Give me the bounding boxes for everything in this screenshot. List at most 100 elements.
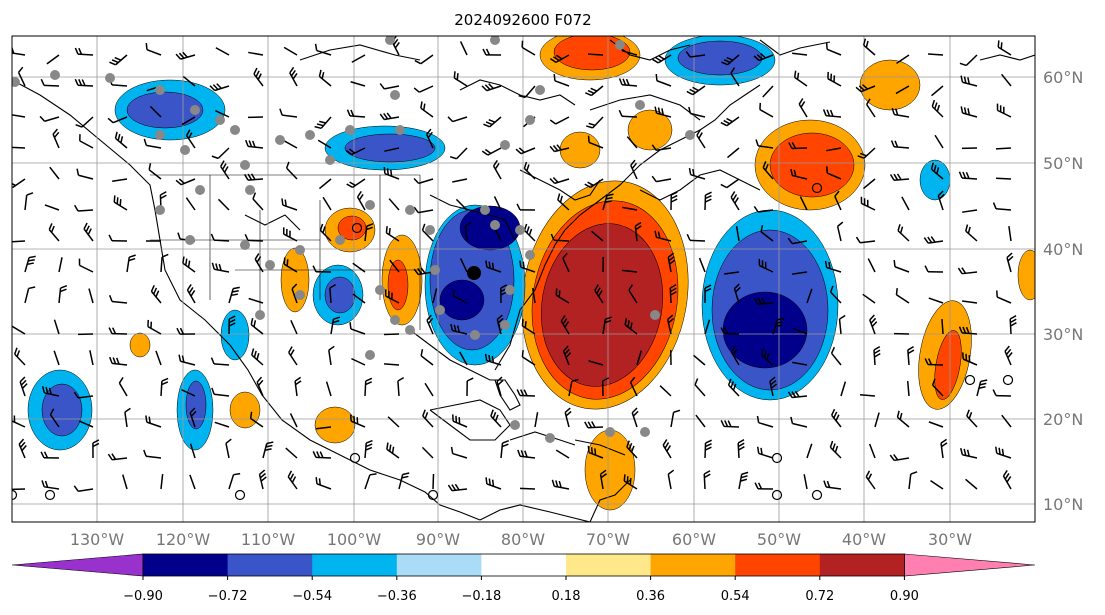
- wind-barb: [413, 85, 434, 93]
- lon-label: 100°W: [327, 530, 382, 549]
- wind-barb: [13, 347, 26, 366]
- wind-barb: [328, 345, 335, 366]
- wind-barb: [521, 319, 536, 335]
- wind-barb: [960, 448, 978, 459]
- wind-barb: [652, 54, 672, 64]
- wind-barb: [12, 413, 26, 428]
- wind-barb: [704, 191, 712, 211]
- wind-barb: [178, 354, 196, 366]
- station-dot: [500, 140, 510, 150]
- wind-barb: [484, 353, 502, 366]
- wind-barb: [421, 446, 434, 459]
- wind-barb: [555, 288, 570, 304]
- wind-barb: [721, 54, 740, 66]
- wind-barb: [413, 177, 434, 185]
- station-dot: [470, 330, 480, 340]
- anomaly-region: [859, 59, 921, 111]
- wind-barb: [112, 178, 128, 182]
- station-dot: [535, 85, 545, 95]
- lon-label: 120°W: [156, 530, 211, 549]
- wind-barb: [654, 106, 672, 118]
- wind-barb: [760, 225, 774, 242]
- wind-barb: [329, 283, 337, 304]
- wind-barb: [793, 70, 808, 87]
- wind-barb: [181, 116, 196, 126]
- wind-barb: [958, 326, 978, 335]
- station-dot: [510, 420, 520, 430]
- wind-barb: [874, 412, 880, 428]
- coastline: [759, 39, 831, 56]
- wind-barb: [753, 206, 774, 213]
- wind-barb: [799, 196, 808, 211]
- wind-barb: [252, 192, 264, 211]
- wind-barb: [958, 171, 978, 180]
- wind-barb: [960, 75, 978, 87]
- station-dot: [305, 130, 315, 140]
- colorbar-label: −0.90: [123, 589, 163, 604]
- wind-barb: [688, 106, 706, 118]
- coastline: [429, 194, 516, 241]
- wind-barb: [426, 314, 434, 335]
- wind-barb: [18, 438, 27, 459]
- wind-barb: [962, 352, 978, 366]
- wind-barb: [516, 389, 536, 397]
- wind-barb: [249, 411, 264, 428]
- wind-barb: [630, 159, 638, 180]
- wind-barb: [379, 112, 400, 121]
- wind-barb: [53, 350, 60, 366]
- wind-barb: [12, 146, 26, 149]
- wind-barb: [670, 191, 678, 211]
- wind-barb: [421, 223, 434, 242]
- wind-barb: [189, 443, 196, 459]
- station-dot: [375, 285, 385, 295]
- coastline: [459, 79, 576, 106]
- wind-barb: [704, 319, 711, 335]
- wind-barb: [432, 473, 435, 490]
- wind-barb: [262, 441, 274, 459]
- wind-barb: [312, 265, 332, 273]
- wind-barb: [1002, 470, 1012, 490]
- wind-barb: [551, 479, 570, 490]
- wind-barb: [248, 51, 264, 56]
- wind-barb: [601, 377, 609, 397]
- wind-barb: [147, 319, 162, 335]
- wind-barb: [720, 420, 740, 428]
- colorbar-bin: [227, 554, 313, 576]
- station-circle: [12, 489, 18, 501]
- wind-barb: [452, 289, 468, 304]
- storm-center-marker: [467, 266, 481, 280]
- anomaly-region: [129, 332, 151, 358]
- wind-barb: [755, 139, 774, 149]
- anomaly-region: [540, 223, 664, 387]
- wind-barb: [518, 85, 536, 99]
- wind-barb: [364, 223, 374, 242]
- station-dot: [515, 225, 525, 235]
- wind-barb: [889, 454, 910, 462]
- wind-barb: [626, 440, 638, 459]
- wind-barb: [500, 439, 510, 459]
- lon-label: 110°W: [241, 530, 296, 549]
- wind-barb: [631, 407, 639, 428]
- wind-barb: [831, 408, 842, 428]
- wind-barb: [588, 360, 604, 366]
- wind-barb: [285, 161, 298, 180]
- wind-barb: [19, 376, 28, 397]
- wind-barb: [76, 168, 94, 180]
- wind-barb: [629, 376, 638, 397]
- wind-barb: [693, 354, 706, 366]
- station-dot: [185, 235, 195, 245]
- wind-barb: [865, 470, 876, 490]
- coastline: [639, 169, 761, 201]
- wind-barb: [924, 358, 944, 366]
- anomaly-region: [344, 133, 436, 163]
- wind-barb: [451, 414, 468, 428]
- station-dot: [50, 70, 60, 80]
- wind-barb: [720, 327, 740, 335]
- wind-barb: [210, 233, 230, 242]
- station-circle: [351, 222, 363, 234]
- wind-barb: [58, 257, 63, 273]
- wind-barb: [636, 350, 643, 366]
- wind-barb: [258, 469, 267, 490]
- wind-barb: [753, 52, 774, 62]
- wind-barb: [823, 480, 842, 490]
